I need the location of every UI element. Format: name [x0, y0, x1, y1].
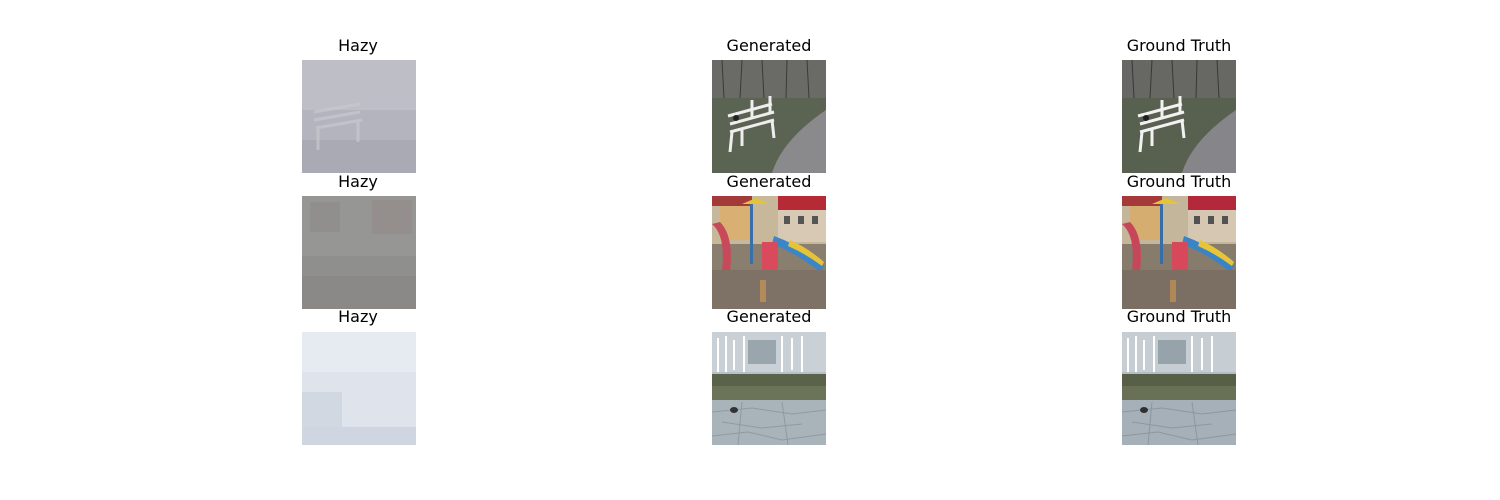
- title-generated-row3: Generated: [726, 307, 812, 326]
- ground-truth-image-bench: [1122, 60, 1236, 173]
- hazy-image-garden: [302, 332, 416, 445]
- ground-truth-image-playground: [1122, 196, 1236, 309]
- title-generated-row2: Generated: [726, 172, 812, 191]
- title-generated-row1: Generated: [726, 36, 812, 55]
- ground-truth-image-garden: [1122, 332, 1236, 445]
- generated-image-playground: [712, 196, 826, 309]
- generated-image-bench: [712, 60, 826, 173]
- title-hazy-row2: Hazy: [338, 172, 378, 191]
- generated-image-garden: [712, 332, 826, 445]
- title-hazy-row3: Hazy: [338, 307, 378, 326]
- hazy-image-bench: [302, 60, 416, 173]
- title-ground-truth-row3: Ground Truth: [1126, 307, 1232, 326]
- title-ground-truth-row2: Ground Truth: [1126, 172, 1232, 191]
- hazy-image-playground: [302, 196, 416, 309]
- title-ground-truth-row1: Ground Truth: [1126, 36, 1232, 55]
- title-hazy-row1: Hazy: [338, 36, 378, 55]
